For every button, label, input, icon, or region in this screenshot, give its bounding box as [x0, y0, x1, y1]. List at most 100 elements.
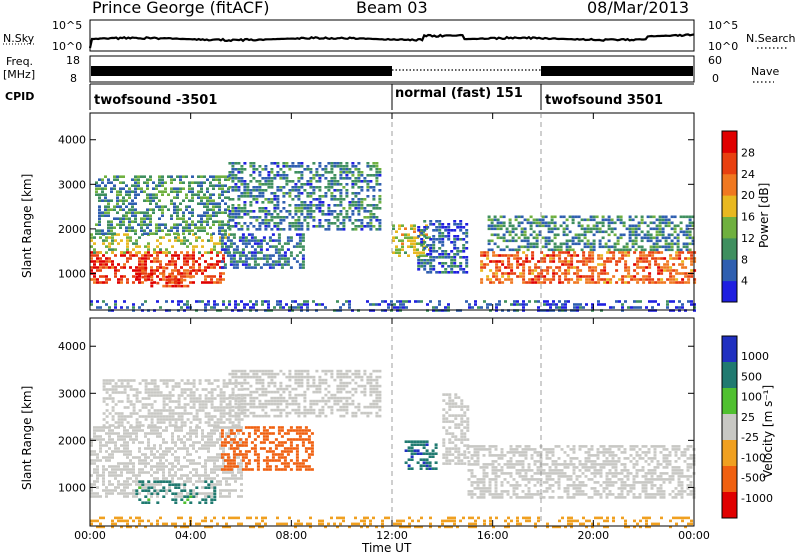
- scatter-cell: [238, 254, 242, 257]
- scatter-cell: [108, 438, 111, 441]
- scatter-cell: [255, 378, 259, 382]
- scatter-cell: [128, 187, 131, 190]
- scatter-cell: [176, 208, 179, 211]
- scatter-cell: [486, 254, 490, 257]
- scatter-cell: [165, 447, 168, 450]
- scatter-cell: [327, 213, 331, 216]
- cpid-segment-1: twofsound -3501: [94, 93, 217, 108]
- scatter-cell: [285, 387, 289, 391]
- scatter-cell: [453, 262, 457, 265]
- scatter-cell: [107, 232, 110, 235]
- scatter-cell: [310, 453, 314, 456]
- scatter-cell: [597, 275, 601, 278]
- scatter-cell: [228, 216, 232, 219]
- scatter-cell: [480, 281, 484, 284]
- scatter-cell: [135, 435, 138, 438]
- scatter-cell: [243, 168, 247, 171]
- scatter-cell: [249, 192, 253, 195]
- scatter-cell: [176, 229, 179, 232]
- scatter-cell: [276, 207, 280, 210]
- scatter-cell: [612, 251, 616, 254]
- scatter-cell: [204, 269, 207, 272]
- scatter-cell: [126, 397, 130, 400]
- scatter-cell: [123, 486, 126, 489]
- scatter-cell: [330, 195, 334, 198]
- scatter-cell: [306, 411, 310, 415]
- scatter-cell: [134, 190, 137, 193]
- scatter-cell: [108, 432, 111, 435]
- scatter-cell: [162, 236, 165, 239]
- scatter-cell: [111, 483, 114, 486]
- scatter-cell: [159, 248, 162, 251]
- scatter-cell: [168, 379, 172, 382]
- scatter-cell: [170, 229, 173, 232]
- scatter-cell: [201, 486, 204, 489]
- scatter-cell: [176, 232, 179, 235]
- scatter-cell: [150, 403, 154, 406]
- scatter-cell: [144, 300, 147, 303]
- scatter-cell: [176, 190, 179, 193]
- scatter-cell: [487, 227, 491, 231]
- scatter-cell: [444, 229, 448, 232]
- scatter-cell: [216, 426, 219, 429]
- scatter-cell: [360, 174, 364, 177]
- scatter-cell: [174, 251, 177, 254]
- scatter-cell: [459, 229, 463, 232]
- scatter-cell: [312, 381, 316, 385]
- scatter-cell: [243, 369, 247, 373]
- scatter-cell: [138, 426, 141, 429]
- scatter-cell: [309, 183, 313, 186]
- scatter-cell: [255, 414, 259, 418]
- scatter-cell: [215, 175, 218, 178]
- scatter-cell: [174, 239, 177, 242]
- scatter-cell: [241, 432, 245, 435]
- scatter-cell: [607, 245, 611, 249]
- scatter-cell: [135, 254, 138, 257]
- power-ylabel: Slant Range [km]: [20, 174, 34, 278]
- scatter-cell: [345, 174, 349, 177]
- scatter-cell: [410, 227, 413, 230]
- scatter-cell: [173, 211, 176, 214]
- scatter-cell: [228, 186, 232, 189]
- scatter-cell: [203, 193, 206, 196]
- scatter-cell: [410, 224, 413, 227]
- scatter-cell: [218, 196, 221, 199]
- scatter-cell: [176, 193, 179, 196]
- scatter-cell: [407, 233, 410, 236]
- scatter-cell: [636, 257, 640, 260]
- scatter-cell: [561, 251, 565, 254]
- scatter-cell: [195, 480, 198, 483]
- scatter-cell: [114, 468, 117, 471]
- scatter-cell: [580, 233, 584, 237]
- scatter-cell: [271, 450, 275, 453]
- scatter-cell: [182, 199, 185, 202]
- scatter-cell: [182, 181, 185, 184]
- scatter-cell: [330, 165, 334, 168]
- scatter-cell: [165, 379, 169, 382]
- scatter-cell: [144, 447, 147, 450]
- scatter-cell: [201, 239, 204, 242]
- scatter-cell: [141, 462, 144, 465]
- scatter-cell: [507, 263, 511, 266]
- scatter-cell: [129, 239, 132, 242]
- scatter-cell: [110, 220, 113, 223]
- scatter-cell: [141, 415, 145, 418]
- scatter-cell: [96, 456, 99, 459]
- scatter-cell: [188, 211, 191, 214]
- scatter-cell: [453, 229, 457, 232]
- scatter-cell: [609, 257, 613, 260]
- scatter-cell: [241, 242, 245, 245]
- scatter-cell: [616, 242, 620, 246]
- scatter-cell: [228, 402, 232, 406]
- scatter-cell: [559, 242, 563, 246]
- scatter-cell: [159, 483, 162, 486]
- scatter-cell: [673, 230, 677, 234]
- scatter-cell: [354, 204, 358, 207]
- scatter-cell: [253, 432, 257, 435]
- scatter-cell: [603, 260, 607, 263]
- scatter-cell: [255, 303, 258, 306]
- scatter-cell: [538, 218, 542, 222]
- scatter-cell: [546, 254, 550, 257]
- scatter-cell: [213, 281, 216, 284]
- scatter-cell: [268, 468, 272, 471]
